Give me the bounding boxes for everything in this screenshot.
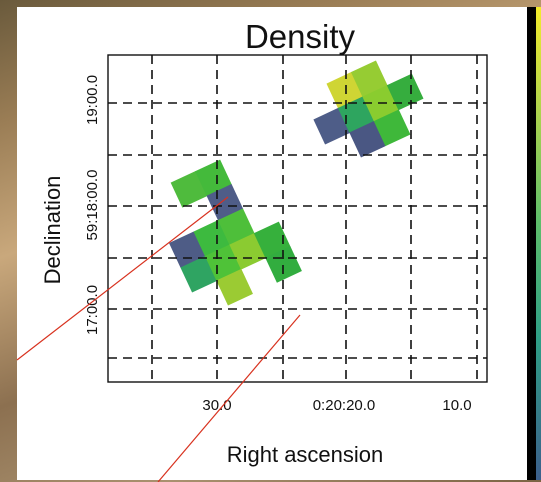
pointer-line [16,196,229,361]
heatmap-cell [337,96,375,134]
heatmap-cell [204,244,242,282]
y-axis-title: Declination [40,176,65,285]
heatmap-cell [216,268,253,306]
heatmap-cell [193,219,231,257]
x-axis-title: Right ascension [227,442,384,467]
heatmap-cell [265,246,302,283]
pointer-line [157,314,301,482]
heatmap-cell [195,159,232,197]
heatmap-cell [349,120,386,158]
x-tick-label: 0:20:20.0 [313,397,376,414]
heatmap-cell [326,71,364,109]
y-tick-label: 17:00.0 [84,285,101,335]
x-tick-label: 30.0 [202,397,231,414]
heatmap-cell [373,109,411,147]
heatmap-cell [253,221,291,259]
heatmap-cell [206,184,244,221]
heatmap-cell [229,232,267,270]
chart-title: Density [245,18,356,55]
heatmap-cells [169,60,424,306]
y-tick-label: 59:18:00.0 [84,170,101,241]
heatmap-cell [170,170,208,208]
heatmap-cell [180,255,218,293]
colorbar-gradient [536,7,541,480]
y-tick-label: 19:00.0 [84,75,101,125]
heatmap-cell [313,107,351,145]
heatmap-cell [350,60,388,98]
plot-frame [107,54,488,383]
heatmap-cell [217,208,255,246]
x-tick-label: 10.0 [442,397,471,414]
colorbar [527,7,541,480]
heatmap-cell [169,231,206,269]
heatmap-cell [386,73,424,111]
grid-lines [108,55,487,382]
